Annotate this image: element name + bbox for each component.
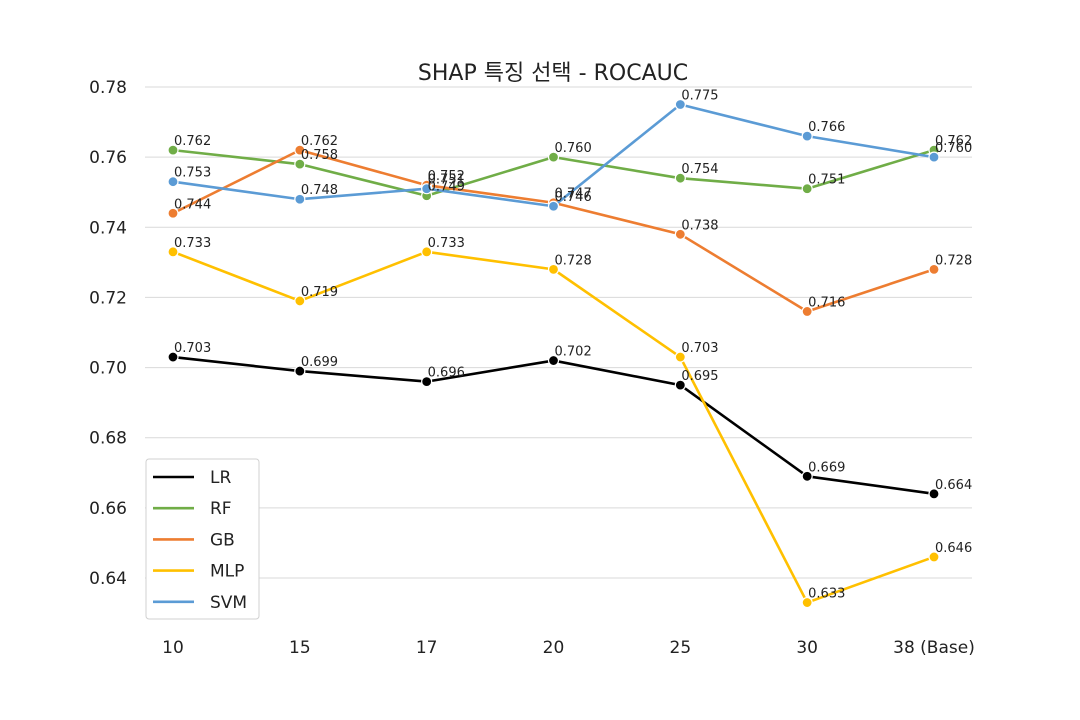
x-axis-ticks: 10 15 17 20 25 30 38 (Base) <box>162 638 975 658</box>
data-point <box>801 130 813 142</box>
data-point <box>294 365 306 377</box>
data-label: 0.633 <box>808 587 845 602</box>
data-point <box>674 98 686 111</box>
data-point <box>928 151 940 163</box>
data-point <box>167 176 179 188</box>
data-label: 0.754 <box>681 162 718 177</box>
data-label: 0.775 <box>681 89 718 104</box>
data-label: 0.762 <box>935 134 972 149</box>
data-point <box>294 193 306 205</box>
data-point <box>421 183 433 195</box>
data-label: 0.747 <box>555 187 592 202</box>
data-labels: 0.703 0.699 0.696 0.702 0.695 0.669 0.664 0.762… <box>174 89 972 602</box>
data-label: 0.749 <box>428 180 465 195</box>
legend-label: SVM <box>210 593 247 613</box>
series-lines <box>167 98 940 609</box>
data-point <box>167 144 179 156</box>
legend-frame <box>145 458 260 620</box>
data-label: 0.738 <box>681 218 718 233</box>
data-point <box>674 228 686 240</box>
data-label: 0.748 <box>301 183 338 198</box>
data-label: 0.753 <box>174 166 211 181</box>
y-tick-label: 0.72 <box>89 288 127 308</box>
x-tick-label: 30 <box>796 638 818 658</box>
data-point <box>801 183 813 195</box>
data-point <box>801 305 813 318</box>
data-point <box>421 376 433 388</box>
data-label: 0.695 <box>681 369 718 384</box>
data-label: 0.733 <box>428 236 465 251</box>
data-label: 0.760 <box>555 141 592 156</box>
data-label: 0.728 <box>555 253 592 268</box>
data-label: 0.716 <box>808 295 845 310</box>
x-tick-label: 10 <box>162 638 184 658</box>
data-point <box>547 200 560 212</box>
data-point <box>547 263 560 275</box>
y-tick-label: 0.74 <box>89 218 127 238</box>
x-tick-label: 17 <box>416 638 438 658</box>
data-label: 0.762 <box>174 134 211 149</box>
data-label: 0.703 <box>174 341 211 356</box>
data-point <box>928 551 940 563</box>
series-svm <box>167 98 940 212</box>
data-label: 0.744 <box>174 197 211 212</box>
legend-label: RF <box>210 499 232 519</box>
data-point <box>167 246 179 258</box>
data-label: 0.719 <box>301 285 338 300</box>
data-point <box>294 144 306 156</box>
legend-label: GB <box>210 530 235 550</box>
series-mlp <box>167 246 940 609</box>
data-point <box>801 470 813 482</box>
data-label: 0.696 <box>428 366 465 381</box>
data-label: 0.702 <box>555 345 592 360</box>
data-label: 0.664 <box>935 478 972 493</box>
series-lr <box>167 351 940 500</box>
legend-label: LR <box>210 468 231 488</box>
x-tick-label: 15 <box>289 638 311 658</box>
data-point <box>167 351 179 363</box>
y-axis-ticks: 0.64 0.66 0.68 0.70 0.72 0.74 0.76 0.78 <box>89 78 127 589</box>
data-label: 0.758 <box>301 148 338 163</box>
data-point <box>294 295 306 307</box>
x-tick-label: 38 (Base) <box>893 638 975 658</box>
data-label: 0.760 <box>935 141 972 156</box>
data-point <box>547 354 560 367</box>
data-label: 0.746 <box>555 190 592 205</box>
data-label: 0.766 <box>808 120 845 135</box>
data-point <box>674 351 686 363</box>
legend: LR RF GB MLP SVM <box>145 458 260 620</box>
data-point <box>801 596 813 609</box>
x-tick-label: 20 <box>543 638 565 658</box>
y-tick-label: 0.76 <box>89 148 127 168</box>
data-point <box>674 379 686 391</box>
data-point <box>167 207 179 219</box>
y-tick-label: 0.64 <box>89 569 127 589</box>
data-label: 0.733 <box>174 236 211 251</box>
data-label: 0.751 <box>808 173 845 188</box>
y-tick-label: 0.66 <box>89 499 127 519</box>
chart-title: SHAP 특징 선택 - ROCAUC <box>418 61 688 86</box>
data-point <box>421 246 433 258</box>
data-label: 0.751 <box>428 173 465 188</box>
series-gb <box>167 144 940 318</box>
data-point <box>294 158 306 170</box>
data-point <box>547 151 560 163</box>
data-label: 0.699 <box>301 355 338 370</box>
x-tick-label: 25 <box>670 638 692 658</box>
legend-label: MLP <box>210 562 244 582</box>
data-label: 0.762 <box>301 134 338 149</box>
y-tick-label: 0.70 <box>89 359 127 379</box>
data-label: 0.669 <box>808 460 845 475</box>
data-point <box>928 488 940 500</box>
data-label: 0.703 <box>681 341 718 356</box>
y-tick-label: 0.78 <box>89 78 127 98</box>
data-label: 0.646 <box>935 541 972 556</box>
data-label: 0.752 <box>428 169 465 184</box>
data-label: 0.728 <box>935 253 972 268</box>
y-tick-label: 0.68 <box>89 429 127 449</box>
data-point <box>674 172 686 184</box>
data-point <box>928 263 940 275</box>
